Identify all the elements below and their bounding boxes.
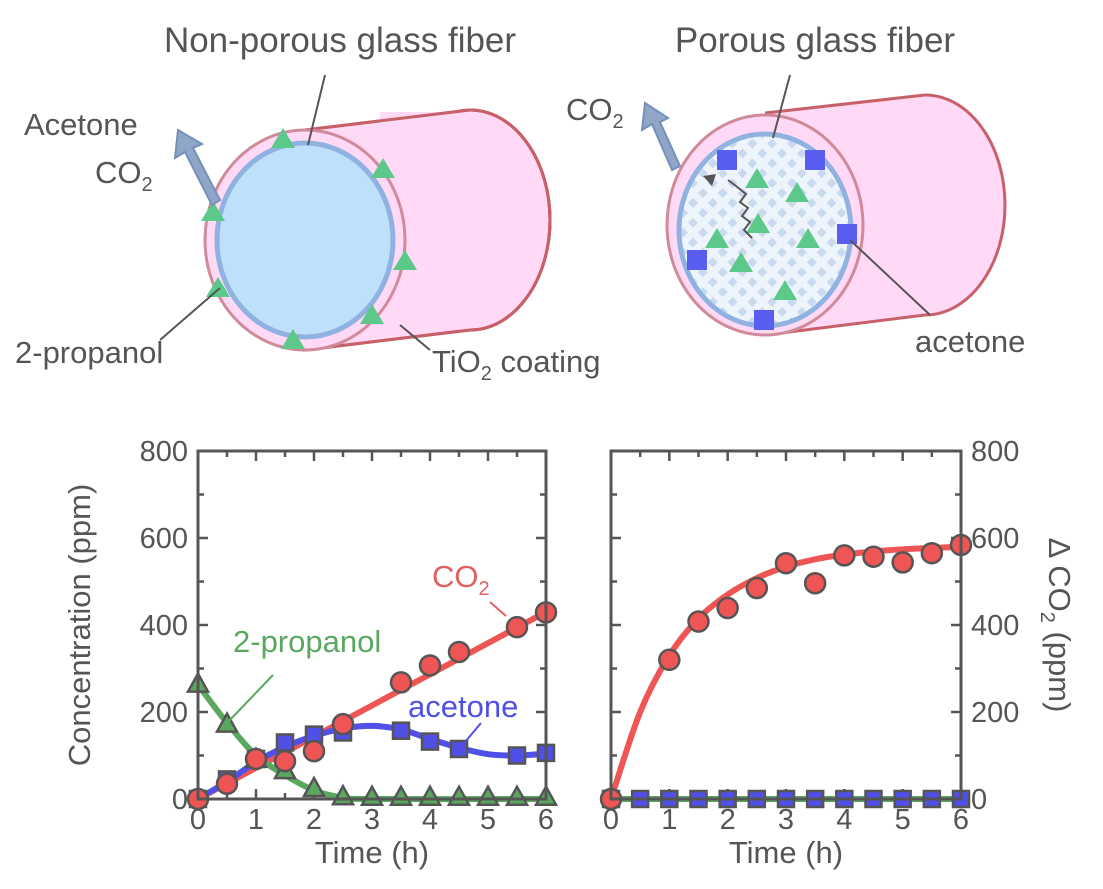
- data-point-circle: [658, 648, 681, 672]
- left-diagram-title: Non-porous glass fiber: [164, 21, 516, 60]
- data-point-circle: [389, 671, 413, 694]
- fit-line-series-0: [608, 543, 964, 802]
- chart-non-porous: 0 1 2 3 4 5 6 0 200 400 600 800 Time (h) Concentratio…: [62, 436, 559, 870]
- y-tick-label: 200: [140, 697, 188, 729]
- propanol-triangles: [201, 128, 417, 349]
- data-point-circle: [891, 551, 914, 574]
- x-tick-label: 1: [661, 804, 677, 836]
- data-point-triangle: [475, 784, 501, 806]
- y-axis-label: Concentration (ppm): [62, 484, 97, 767]
- coating-label: TiO2 coating: [432, 344, 601, 385]
- x-axis-label: Time (h): [315, 835, 429, 870]
- y-tick-label: 0: [971, 784, 987, 816]
- non-porous-fiber-diagram: Non-porous glass fiber Acetone CO2 2-pro…: [15, 21, 601, 385]
- y-tick-label: 400: [140, 610, 188, 642]
- propanol-triangles: [705, 168, 820, 300]
- left-chart-annotations: CO2 2-propanol acetone: [227, 559, 518, 743]
- propanol-series-label: 2-propanol: [233, 624, 381, 659]
- data-point-triangle: [359, 784, 385, 806]
- data-point-circle: [687, 610, 710, 633]
- acetone-series-label: acetone: [408, 689, 518, 724]
- porous-fiber-diagram: Porous glass fiber CO2 acetone: [566, 21, 1025, 359]
- x-tick-label: 4: [422, 804, 438, 836]
- x-tick-label: 6: [538, 804, 554, 836]
- data-point-triangle: [446, 784, 472, 806]
- y-tick-label: 600: [971, 523, 1019, 555]
- y-tick-label: 0: [172, 784, 188, 816]
- x-tick-label: 4: [836, 804, 852, 836]
- diffusion-path-icon: [727, 179, 753, 239]
- y-tick-label: 600: [140, 523, 188, 555]
- release-arrow-icon: [640, 101, 682, 172]
- data-point-triangle: [388, 784, 414, 806]
- data-point-circle: [302, 739, 326, 763]
- x-tick-label: 3: [778, 804, 794, 836]
- data-point-triangle: [417, 784, 443, 806]
- y-tick-label: 800: [140, 436, 188, 468]
- data-point-square: [507, 746, 527, 765]
- acetone-label: acetone: [915, 324, 1025, 359]
- x-tick-label: 3: [364, 804, 380, 836]
- x-tick-label: 0: [190, 804, 206, 836]
- data-point-circle: [833, 544, 856, 567]
- data-point-circle: [244, 747, 268, 771]
- co2-label: CO2: [566, 92, 624, 133]
- data-point-square: [391, 721, 411, 740]
- data-point-triangle: [504, 784, 530, 806]
- data-point-circle: [716, 596, 739, 620]
- plot-frame: [609, 449, 963, 801]
- data-point-triangle: [301, 775, 327, 798]
- release-arrow-icon: [173, 128, 222, 207]
- y-tick-label: 200: [971, 697, 1019, 729]
- x-tick-label: 2: [306, 804, 322, 836]
- co2-series-label: CO2: [432, 559, 490, 600]
- glass-core: [214, 140, 396, 340]
- data-point-square: [275, 733, 295, 752]
- data-point-circle: [774, 551, 798, 575]
- data-point-circle: [331, 712, 355, 736]
- x-tick-label: 5: [895, 804, 911, 836]
- acetone-squares: [687, 150, 857, 330]
- co2-label: CO2: [95, 155, 153, 196]
- x-tick-label: 0: [603, 804, 619, 836]
- data-point-circle: [273, 749, 297, 773]
- data-point-circle: [215, 772, 239, 796]
- data-point-circle: [447, 640, 471, 664]
- data-point-circle: [920, 541, 944, 565]
- acetone-label: Acetone: [24, 107, 138, 142]
- data-point-circle: [803, 571, 827, 595]
- data-point-square: [420, 732, 440, 751]
- x-tick-label: 2: [720, 804, 736, 836]
- x-tick-label: 6: [953, 804, 969, 836]
- y-axis-label: Δ CO2 (ppm): [1036, 538, 1077, 713]
- data-point-circle: [505, 615, 529, 639]
- right-diagram-title: Porous glass fiber: [675, 21, 955, 60]
- data-point-triangle: [214, 711, 240, 733]
- y-tick-label: 800: [971, 436, 1019, 468]
- data-point-circle: [418, 654, 442, 677]
- propanol-label: 2-propanol: [15, 335, 163, 370]
- data-point-square: [449, 739, 469, 759]
- y-tick-label: 400: [971, 610, 1019, 642]
- plot-frame: [196, 449, 548, 801]
- data-point-circle: [745, 576, 769, 600]
- x-tick-label: 1: [248, 804, 264, 836]
- x-axis-label: Time (h): [729, 835, 843, 870]
- data-point-circle: [862, 545, 885, 568]
- x-tick-label: 5: [480, 804, 496, 836]
